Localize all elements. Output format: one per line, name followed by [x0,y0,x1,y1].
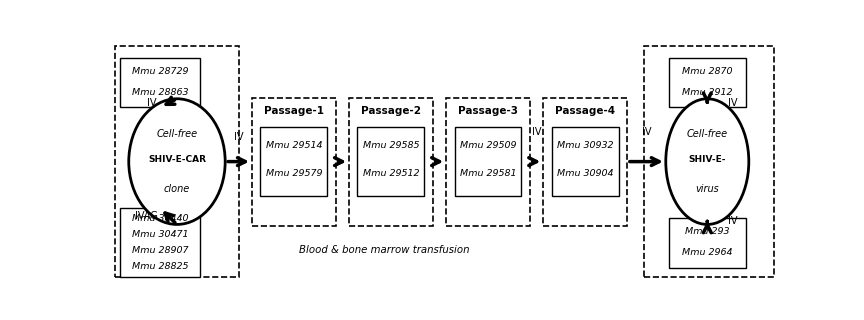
Text: Mmu 28863: Mmu 28863 [132,88,188,97]
Bar [349,98,433,226]
Bar [120,208,200,277]
Bar [454,127,522,196]
Text: SHIV-E-CAR: SHIV-E-CAR [148,155,206,164]
Bar [120,58,200,108]
Bar [551,127,619,196]
Ellipse shape [129,99,226,224]
Text: Passage-2: Passage-2 [361,106,421,116]
Text: Mmu 2964: Mmu 2964 [682,248,733,257]
Text: Mmu 30932: Mmu 30932 [556,141,613,150]
Bar [543,98,627,226]
Text: Passage-3: Passage-3 [458,106,518,116]
Text: Mmu 29585: Mmu 29585 [363,141,419,150]
Bar [669,218,746,268]
Text: Blood & bone marrow transfusion: Blood & bone marrow transfusion [299,245,470,255]
Text: Mmu 30904: Mmu 30904 [556,169,613,179]
Text: Mmu 30440: Mmu 30440 [132,214,188,223]
Bar [252,98,335,226]
Text: IV: IV [728,98,738,108]
Text: Mmu 28729: Mmu 28729 [132,67,188,76]
Text: Mmu 29579: Mmu 29579 [265,169,322,179]
Text: Cell-free: Cell-free [687,130,727,140]
Text: Mmu 29514: Mmu 29514 [265,141,322,150]
Text: IVAG: IVAG [136,212,158,221]
Text: Mmu 29512: Mmu 29512 [363,169,419,179]
Text: Mmu 2870: Mmu 2870 [682,67,733,76]
Bar [115,46,238,277]
Text: IV: IV [234,132,244,142]
Text: Mmu 28907: Mmu 28907 [132,246,188,255]
Bar [446,98,530,226]
Text: IV: IV [532,127,541,137]
Text: Cell-free: Cell-free [156,130,198,140]
Text: Mmu 29581: Mmu 29581 [460,169,517,179]
Text: IV: IV [728,216,738,226]
Text: clone: clone [164,184,190,194]
Ellipse shape [666,99,749,224]
Text: Mmu 30471: Mmu 30471 [132,230,188,239]
Text: virus: virus [696,184,719,194]
Text: IV: IV [642,127,651,137]
Text: Mmu 28825: Mmu 28825 [132,262,188,271]
Text: Mmu 293: Mmu 293 [685,227,729,236]
Text: Mmu 29509: Mmu 29509 [460,141,517,150]
Text: Mmu 2912: Mmu 2912 [682,88,733,97]
Text: Passage-4: Passage-4 [555,106,615,116]
Text: IV: IV [148,98,157,108]
Text: Passage-1: Passage-1 [264,106,324,116]
Bar [358,127,424,196]
Bar [260,127,327,196]
Text: SHIV-E-: SHIV-E- [689,155,726,164]
Bar [644,46,774,277]
Bar [669,58,746,108]
